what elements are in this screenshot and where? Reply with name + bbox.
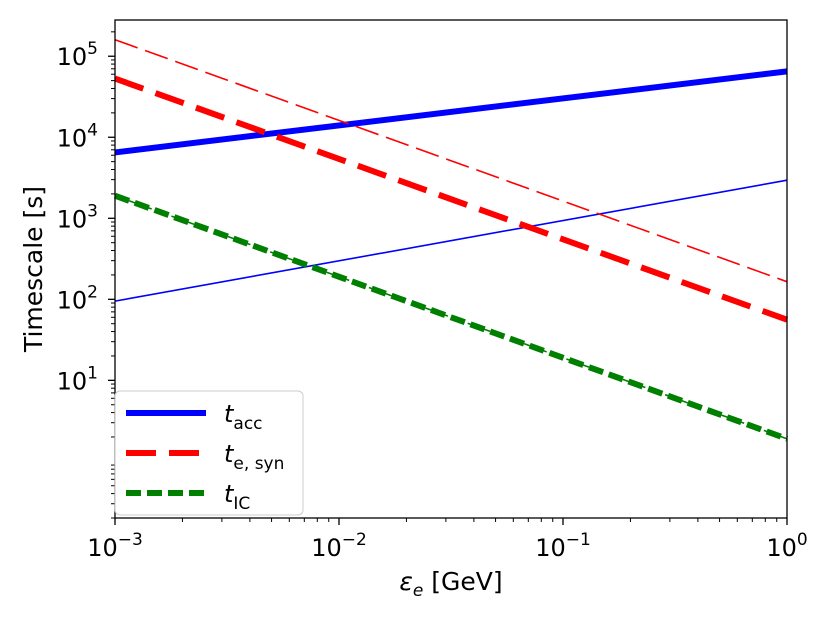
series-line-t-e-syn — [113, 75, 789, 323]
x-tick-label: 10−2 — [311, 530, 367, 562]
y-tick-label: 103 — [57, 201, 98, 233]
series-line-t-acc-thin — [114, 179, 788, 302]
series-line-t-acc — [114, 68, 788, 156]
y-tick-label: 104 — [57, 120, 98, 152]
y-tick-label: 102 — [57, 282, 98, 314]
x-axis-title: εe [GeV] — [399, 567, 502, 601]
x-tick-label: 10−3 — [87, 530, 143, 562]
legend-label-ic: tIC — [224, 480, 250, 514]
plot-frame — [114, 19, 788, 519]
y-tick-label: 101 — [57, 363, 98, 395]
y-tick-label: 105 — [57, 39, 98, 71]
legend-box — [114, 390, 304, 516]
x-tick-label: 10−1 — [535, 530, 591, 562]
legend-label-acc: tacc — [224, 400, 263, 434]
legend: tacc te, syn tIC — [114, 390, 304, 516]
series-line-t-ic — [113, 192, 789, 442]
axis-ticks: 10−3 10−2 10−1 100 101 102 103 104 105 — [57, 31, 808, 562]
plot-lines — [113, 38, 789, 442]
x-tick-label: 100 — [766, 530, 807, 562]
series-line-t-e-syn-thin — [114, 38, 788, 283]
legend-label-e-syn: te, syn — [224, 440, 284, 474]
y-axis-title: Timescale [s] — [19, 186, 48, 353]
